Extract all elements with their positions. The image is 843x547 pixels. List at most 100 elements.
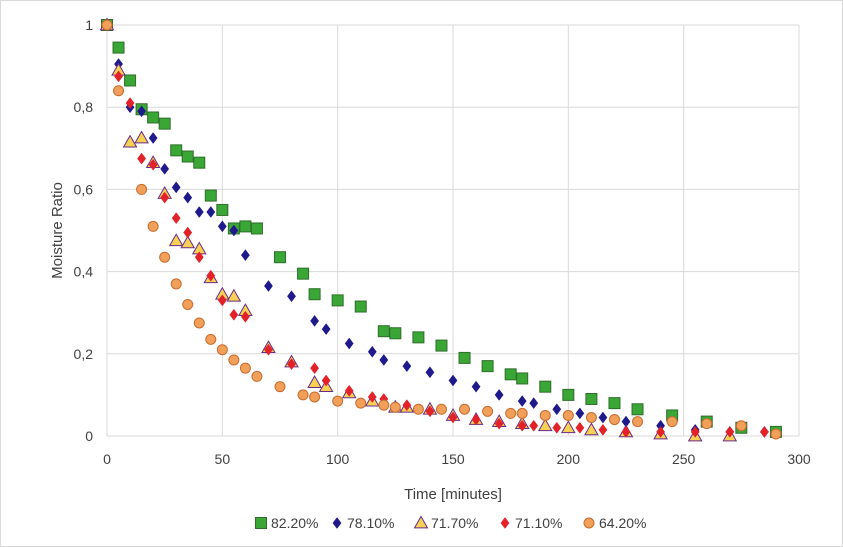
data-point bbox=[147, 220, 159, 232]
x-tick-label: 0 bbox=[103, 451, 111, 467]
x-tick-label: 50 bbox=[215, 451, 231, 467]
legend-item: 71.70% bbox=[413, 515, 478, 531]
data-point bbox=[516, 407, 528, 419]
legend-marker bbox=[332, 517, 342, 529]
data-point bbox=[159, 251, 171, 263]
data-point bbox=[217, 294, 227, 307]
data-point bbox=[367, 391, 377, 403]
legend-item: 71.10% bbox=[500, 515, 562, 531]
data-point bbox=[216, 344, 228, 356]
data-point bbox=[180, 235, 196, 249]
data-point bbox=[168, 233, 184, 247]
series-4-points bbox=[101, 19, 782, 440]
data-point bbox=[354, 300, 367, 313]
data-point bbox=[435, 339, 448, 352]
data-point bbox=[228, 354, 240, 366]
data-point bbox=[134, 130, 149, 144]
data-point bbox=[516, 372, 529, 385]
tick-labels: 0 50 100 150 200 250 300 0 0,2 0,4 0,6 0,8 1 bbox=[74, 17, 811, 467]
data-point bbox=[529, 419, 539, 432]
data-point bbox=[250, 222, 263, 235]
y-axis-title: Moisture Ratio bbox=[49, 182, 66, 279]
data-point bbox=[148, 132, 158, 144]
legend-marker bbox=[583, 517, 595, 529]
data-point bbox=[251, 370, 263, 382]
data-point bbox=[656, 425, 666, 438]
data-point bbox=[377, 325, 390, 338]
data-point bbox=[585, 412, 597, 424]
y-tick-label: 0,2 bbox=[74, 346, 94, 362]
data-point bbox=[575, 407, 585, 420]
data-point bbox=[229, 308, 239, 321]
data-point bbox=[562, 409, 574, 421]
data-point bbox=[770, 428, 782, 440]
x-tick-label: 150 bbox=[441, 451, 465, 467]
data-point bbox=[471, 413, 481, 426]
data-point bbox=[137, 152, 147, 165]
data-point bbox=[112, 41, 125, 54]
x-tick-label: 200 bbox=[557, 451, 581, 467]
data-point bbox=[537, 418, 553, 432]
data-point bbox=[193, 156, 206, 169]
legend: 82.20% 78.10% 71.70% 71.10% 64.20% bbox=[255, 515, 646, 531]
data-point bbox=[297, 389, 309, 401]
data-point bbox=[471, 380, 481, 393]
data-point bbox=[389, 327, 402, 340]
data-point bbox=[435, 403, 447, 415]
data-point bbox=[114, 70, 123, 83]
data-point bbox=[274, 381, 286, 393]
y-tick-label: 1 bbox=[85, 17, 93, 33]
data-point bbox=[287, 358, 296, 370]
data-point bbox=[389, 401, 401, 413]
data-point bbox=[402, 399, 412, 412]
data-point bbox=[171, 181, 181, 194]
data-point bbox=[632, 416, 644, 428]
legend-label: 64.20% bbox=[599, 515, 646, 531]
data-point bbox=[239, 362, 251, 374]
data-point bbox=[122, 134, 138, 148]
data-point bbox=[124, 74, 137, 87]
data-point bbox=[217, 220, 227, 233]
data-point bbox=[287, 290, 296, 303]
data-point bbox=[448, 411, 458, 424]
data-point bbox=[552, 403, 562, 416]
data-point bbox=[216, 203, 229, 216]
data-point bbox=[517, 419, 527, 432]
data-point bbox=[562, 388, 575, 401]
data-point bbox=[494, 388, 504, 401]
data-point bbox=[598, 411, 608, 424]
data-point bbox=[759, 425, 769, 438]
data-point bbox=[459, 403, 471, 415]
y-tick-label: 0,6 bbox=[74, 181, 94, 197]
data-point bbox=[585, 393, 598, 406]
data-point bbox=[171, 212, 181, 225]
legend-marker bbox=[413, 515, 429, 529]
data-point bbox=[240, 310, 250, 323]
data-point bbox=[505, 407, 517, 419]
data-points bbox=[99, 17, 782, 442]
y-tick-label: 0 bbox=[85, 428, 93, 444]
data-point bbox=[425, 405, 435, 418]
data-point bbox=[412, 403, 424, 415]
legend-label: 71.10% bbox=[515, 515, 562, 531]
data-point bbox=[344, 384, 354, 397]
data-point bbox=[204, 189, 217, 202]
data-point bbox=[226, 288, 242, 302]
data-point bbox=[332, 395, 344, 407]
data-point bbox=[517, 395, 527, 407]
data-point bbox=[504, 368, 517, 381]
data-point bbox=[206, 269, 216, 282]
data-point bbox=[160, 162, 170, 175]
data-point bbox=[425, 366, 435, 379]
data-point bbox=[379, 354, 389, 366]
data-point bbox=[310, 315, 320, 327]
data-point bbox=[598, 423, 608, 436]
legend-item: 82.20% bbox=[255, 515, 318, 531]
data-point bbox=[194, 206, 204, 218]
data-point bbox=[181, 150, 194, 163]
data-point bbox=[239, 220, 252, 233]
x-axis-title: Time [minutes] bbox=[404, 486, 502, 503]
data-point bbox=[725, 425, 735, 438]
data-point bbox=[321, 323, 331, 336]
